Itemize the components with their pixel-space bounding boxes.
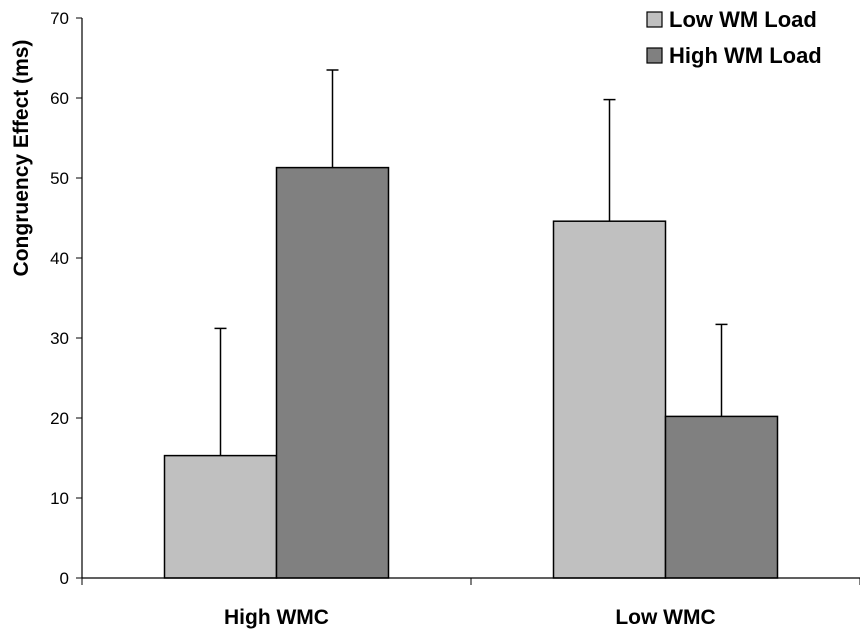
y-tick-label: 40 [50, 249, 69, 268]
y-axis-ticks: 0 10 20 30 40 50 60 70 [50, 9, 82, 588]
legend-label: Low WM Load [669, 7, 817, 32]
y-tick-label: 50 [50, 169, 69, 188]
category-label: High WMC [224, 606, 329, 629]
y-tick-label: 20 [50, 409, 69, 428]
legend-swatch [646, 47, 663, 64]
y-tick-label: 0 [60, 569, 69, 588]
bar [275, 166, 390, 579]
y-tick-label: 10 [50, 489, 69, 508]
bar [664, 415, 779, 579]
bar [163, 454, 278, 579]
y-axis-title: Congruency Effect (ms) [10, 40, 33, 277]
category-label: Low WMC [615, 606, 715, 629]
y-tick-label: 30 [50, 329, 69, 348]
y-tick-label: 70 [50, 9, 69, 28]
legend-swatch [646, 11, 663, 28]
category-labels: High WMC Low WMC [224, 606, 716, 629]
error-bars [214, 69, 728, 456]
legend: Low WM Load High WM Load [646, 7, 822, 68]
bars [163, 166, 779, 579]
legend-label: High WM Load [669, 43, 822, 68]
bar [552, 220, 667, 579]
axes [81, 18, 860, 585]
y-tick-label: 60 [50, 89, 69, 108]
